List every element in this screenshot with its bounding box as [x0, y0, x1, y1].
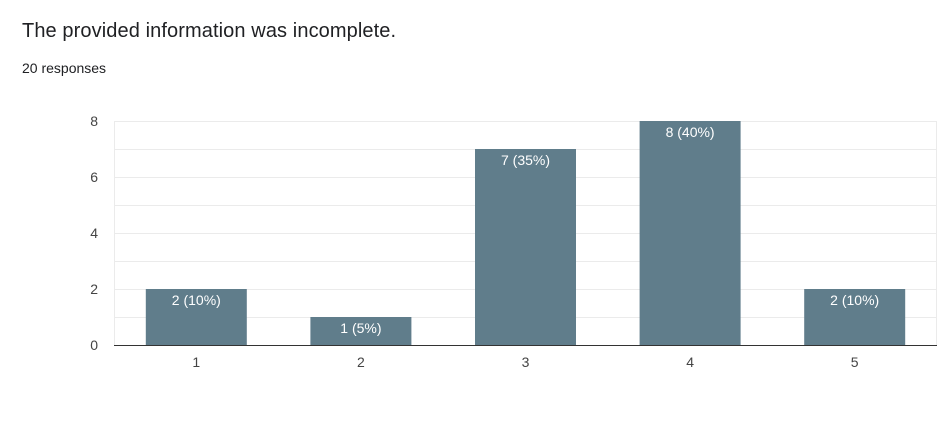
bar — [145, 289, 247, 345]
y-tick-label: 6 — [90, 169, 98, 185]
y-tick-label: 8 — [90, 113, 98, 129]
y-tick-label: 0 — [90, 337, 98, 353]
x-tick-label: 2 — [357, 354, 365, 370]
y-tick-label: 2 — [90, 281, 98, 297]
bar-data-label: 2 (10%) — [172, 292, 221, 308]
response-count: 20 responses — [22, 60, 107, 76]
y-tick-label: 4 — [90, 225, 98, 241]
bar — [310, 317, 412, 345]
bar — [475, 149, 576, 345]
x-tick-label: 3 — [522, 354, 530, 370]
x-tick-label: 5 — [851, 354, 859, 370]
question-title: The provided information was incomplete. — [22, 20, 397, 42]
bar-data-label: 2 (10%) — [830, 292, 879, 308]
bar — [804, 289, 906, 345]
x-tick-label: 1 — [192, 354, 200, 370]
bar-data-label: 7 (35%) — [501, 152, 550, 168]
x-tick-label: 4 — [686, 354, 694, 370]
bar — [639, 121, 741, 345]
bar-data-label: 8 (40%) — [666, 124, 715, 140]
bar-data-label: 1 (5%) — [340, 320, 381, 336]
